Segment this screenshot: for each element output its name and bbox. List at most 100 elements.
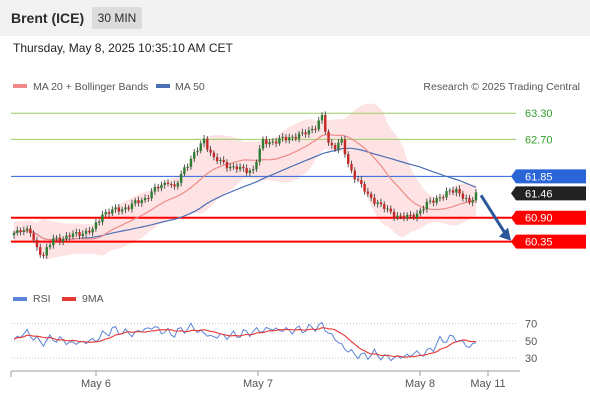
candle-body — [130, 203, 134, 210]
candle-body — [19, 230, 22, 232]
candle — [48, 242, 52, 250]
candle — [409, 211, 412, 219]
candle — [386, 205, 389, 213]
timeframe-button[interactable]: 30 MIN — [92, 7, 142, 29]
candle-body — [271, 141, 275, 143]
candle-body — [225, 162, 229, 169]
candle-body — [212, 152, 216, 158]
candle-body — [310, 128, 314, 131]
candle — [317, 116, 320, 132]
current-price-label: 61.46 — [525, 188, 553, 200]
candle-body — [304, 132, 307, 135]
candle — [242, 164, 245, 172]
pivot-label-61.85: 61.85 — [525, 171, 553, 183]
candle-body — [330, 142, 334, 146]
candle — [310, 125, 314, 134]
candle-body — [170, 184, 173, 186]
rsi-panel — [13, 321, 477, 362]
candle — [232, 163, 235, 170]
candle — [189, 155, 193, 170]
candle — [163, 180, 166, 189]
candle — [88, 226, 91, 235]
candle — [186, 163, 189, 171]
candle-body — [196, 150, 199, 153]
candle — [379, 198, 383, 208]
candle — [143, 194, 147, 203]
candle-body — [235, 166, 239, 170]
candle-body — [209, 149, 212, 153]
candle-body — [88, 230, 91, 233]
candle — [22, 226, 26, 236]
candle — [147, 195, 150, 202]
candle — [396, 212, 399, 221]
candle-body — [461, 193, 465, 199]
candle — [376, 199, 379, 208]
candle-body — [347, 154, 350, 164]
candle — [425, 198, 429, 213]
forecast-arrow-shaft — [479, 194, 508, 236]
time-tick-label: May 11 — [470, 378, 505, 390]
candle — [347, 151, 350, 168]
candle — [97, 219, 101, 226]
candle-body — [468, 197, 471, 203]
candle-body — [363, 184, 366, 192]
candle-body — [376, 202, 379, 204]
candle — [337, 138, 340, 154]
candle-body — [101, 214, 104, 222]
candle — [212, 150, 216, 161]
candle — [170, 181, 173, 188]
forecast-arrow — [479, 194, 511, 241]
chart-datetime: Thursday, May 8, 2025 10:35:10 AM CET — [13, 41, 233, 55]
candle-body — [284, 136, 288, 141]
rsi-ma-legend-swatch — [62, 297, 76, 301]
candle — [134, 197, 137, 207]
rsi-ma-legend-label: 9MA — [82, 293, 104, 305]
candle — [442, 194, 445, 201]
candle-body — [81, 233, 85, 237]
candle-body — [445, 191, 448, 198]
candle — [140, 197, 143, 207]
candle-body — [12, 232, 16, 236]
candle-body — [42, 254, 45, 256]
candle-body — [464, 197, 468, 199]
candle-body — [419, 210, 422, 214]
candle-body — [356, 179, 360, 181]
candle — [412, 212, 415, 221]
candle-body — [251, 169, 255, 171]
candle — [366, 187, 370, 197]
candle-body — [255, 161, 258, 170]
candle-body — [111, 209, 114, 214]
candle — [153, 183, 157, 195]
rsi-legend-swatch — [13, 297, 27, 301]
candle — [75, 228, 78, 238]
candle-body — [91, 228, 94, 233]
candle — [61, 236, 65, 246]
candle-body — [107, 211, 111, 214]
candle — [438, 193, 442, 202]
time-axis-ticks: May 6 May 7 May 8 May 11 — [81, 371, 506, 390]
candle — [320, 112, 324, 124]
candle-body — [84, 230, 88, 234]
candle — [353, 167, 356, 183]
candle-body — [206, 138, 209, 150]
candle — [193, 148, 196, 163]
candle-body — [288, 137, 291, 141]
moving-averages — [13, 134, 477, 241]
candle-body — [314, 128, 317, 130]
candle-body — [71, 233, 75, 237]
candle — [68, 232, 71, 241]
candle — [356, 176, 360, 183]
candle — [340, 136, 343, 146]
candle-body — [137, 200, 140, 204]
rsi-tick-70: 70 — [525, 319, 537, 331]
candle — [42, 252, 45, 259]
candle-body — [202, 138, 206, 144]
bollinger-band-fill — [14, 103, 476, 259]
ma50-legend-label: MA 50 — [175, 81, 205, 93]
candle-body — [97, 221, 101, 223]
candle-body — [337, 142, 340, 150]
candle-body — [229, 166, 232, 169]
candle-body — [140, 200, 143, 204]
candle — [468, 194, 471, 205]
